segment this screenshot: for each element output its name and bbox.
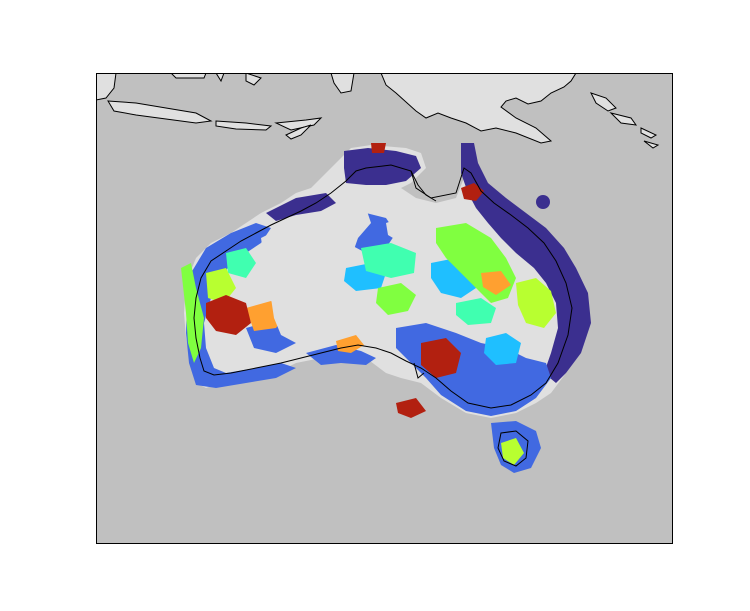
bismarck-b [609,112,638,126]
lesser-sunda-2 [274,117,323,131]
raster-class-4c [456,298,496,325]
map-border [96,73,673,544]
coastline [193,164,573,467]
new-guinea [380,73,577,144]
lesser-sunda-1 [215,120,273,131]
raster-class-8b [421,338,461,378]
raster-class-8f [396,398,426,418]
small-island-b [215,73,225,83]
raster-class-1c [266,193,336,221]
raster-class-4 [361,243,416,278]
raster-class-8d [461,183,484,201]
raster-class-3b [484,333,521,365]
indonesia-west [96,73,117,101]
small-island-a [170,73,207,79]
gulf-carpentaria [410,170,437,202]
raster-unclassified-b [386,218,408,241]
raster-class-6 [516,278,556,328]
raster-tasmania-green [501,438,524,465]
raster-class-7c [336,335,364,353]
northern-landmasses [96,73,660,149]
map-canvas [96,73,673,544]
map-frame [96,73,673,544]
tasmania-coastline [497,430,529,467]
timor [285,124,312,140]
raster-class-8e [371,143,386,153]
solomon-b [643,140,660,149]
raster-class-4b [226,248,256,278]
raster-class-7b [481,271,511,295]
raster-class-2 [186,223,296,388]
spencer-gulf [413,362,425,379]
raster-class-2c [306,345,376,365]
raster-class-5b [376,283,416,315]
solomon-a [640,127,658,139]
maluku [330,73,355,94]
raster-class-5c [181,263,204,363]
raster-unclassified-interior [261,208,371,343]
raster-island-dot [536,195,550,209]
bismarck-a [590,92,617,112]
australia-coastline [193,164,573,409]
java [107,100,213,124]
raster-class-6b [206,268,236,303]
sulawesi-bits [245,73,262,86]
raster-class-8 [206,295,251,335]
